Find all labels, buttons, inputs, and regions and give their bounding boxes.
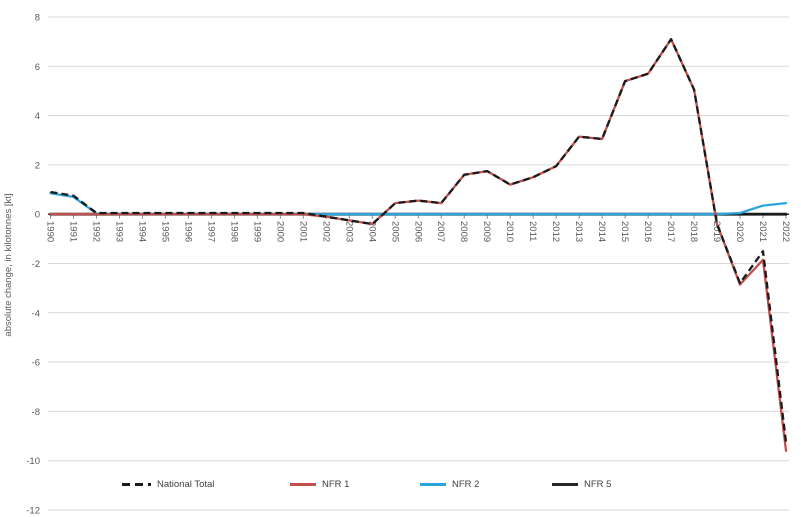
x-axis-tick-label: 2003 [343,221,354,242]
series-line-nfr-2 [49,192,788,216]
x-axis-tick-label: 2004 [366,221,377,242]
legend-blue-line-sample [420,482,446,486]
y-axis-tick-label: 8 [35,13,40,24]
legend-dashed-line-sample [122,482,151,486]
legend-label: NFR 1 [322,478,350,490]
x-axis-tick-label: 2012 [550,221,561,242]
legend-label: NFR 5 [584,478,612,490]
x-axis-tick-label: 1996 [182,221,193,242]
legend-item-national-total: National Total [122,476,214,492]
y-axis-tick-label: 6 [35,62,40,73]
x-axis-tick-label: 1999 [251,221,262,242]
y-axis-tick-label: -6 [32,358,40,369]
y-axis-title: absolute change, in kilotonnes [kt] [3,193,14,337]
x-axis-tick-label: 1991 [67,221,78,242]
x-axis-tick-label: 2017 [665,221,676,242]
x-axis-tick-label: 1993 [113,221,124,242]
x-axis-tick-label: 2002 [320,221,331,242]
legend-item-nfr-5: NFR 5 [552,476,611,492]
x-axis-tick-label: 1997 [205,221,216,242]
legend-label: National Total [157,478,215,490]
x-axis-tick-label: 2022 [780,221,791,242]
legend-red-line-sample [290,482,316,486]
series-line-national-total [50,38,788,443]
x-axis-tick-label: 1995 [159,221,170,242]
series-line-nfr-1 [49,38,788,452]
y-axis-tick-label: -4 [32,308,40,319]
y-axis-tick-label: 0 [35,210,40,221]
y-axis-tick-label: 2 [35,160,40,171]
x-axis-tick-label: 2008 [458,221,469,242]
x-axis-tick-label: 1998 [228,221,239,242]
x-axis-tick-label: 2007 [435,221,446,242]
x-axis-tick-label: 2013 [573,221,584,242]
x-axis-tick-label: 2018 [688,221,699,242]
x-axis-tick-label: 2000 [274,221,285,242]
x-axis-tick-label: 2020 [734,221,745,242]
legend-label: NFR 2 [452,478,480,490]
x-axis-tick-label: 2001 [297,221,308,242]
x-axis-tick-label: 1992 [90,221,101,242]
y-axis-tick-label: -2 [32,259,40,270]
y-axis-tick-label: -8 [32,407,40,418]
x-axis-tick-label: 2014 [596,221,607,242]
legend-item-nfr-1: NFR 1 [290,476,349,492]
x-axis-tick-label: 1990 [45,221,56,242]
x-axis-tick-label: 2019 [711,221,722,242]
x-axis-tick-label: 2021 [757,221,768,242]
x-axis-tick-label: 2011 [527,221,538,241]
x-axis-tick-label: 2016 [642,221,653,242]
legend-black-line-sample [552,482,578,486]
x-axis-tick-label: 2009 [481,221,492,242]
x-axis-tick-label: 2010 [504,221,515,242]
legend-item-nfr-2: NFR 2 [420,476,479,492]
x-axis-tick-label: 2006 [412,221,423,242]
y-axis-tick-label: -10 [26,456,40,467]
y-axis-tick-label: 4 [35,111,40,122]
y-axis-tick-label: -12 [26,506,40,517]
x-axis-tick-label: 2015 [619,221,630,242]
x-axis-tick-label: 1994 [136,221,147,242]
chart-legend: National Total NFR 1 NFR 2 NFR 5 [0,476,801,492]
x-axis-tick-label: 2005 [389,221,400,242]
